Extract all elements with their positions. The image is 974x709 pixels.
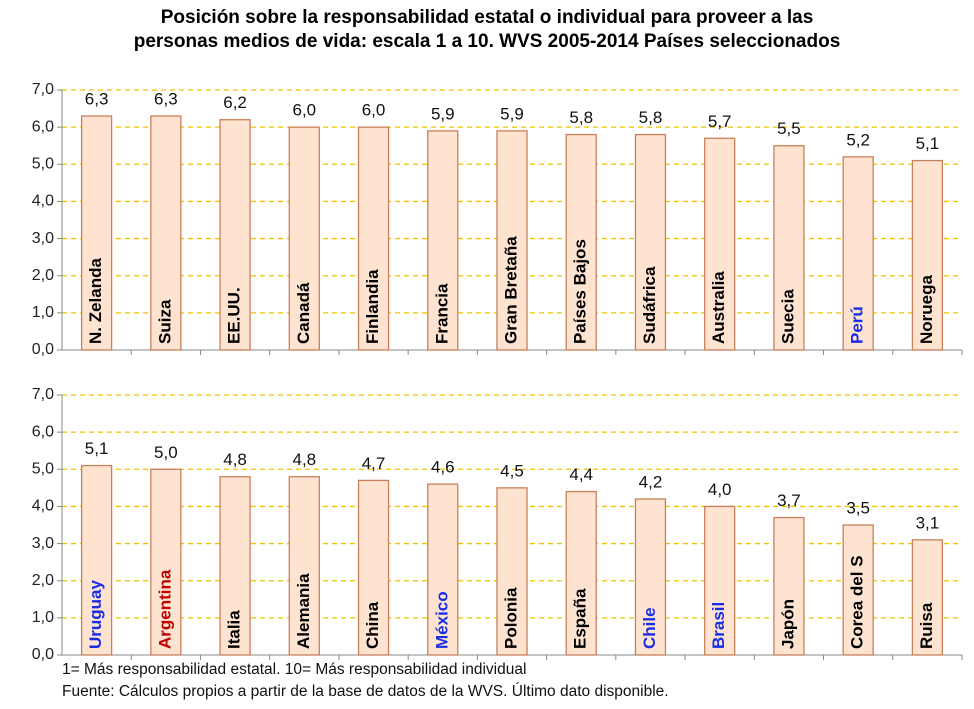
- bar: [219, 119, 251, 351]
- x-tick-label: Canadá: [294, 282, 313, 344]
- bar: [357, 479, 390, 656]
- value-label: 5,0: [154, 443, 178, 462]
- bar: [150, 115, 182, 351]
- value-label: 6,0: [362, 101, 386, 120]
- bar: [427, 483, 459, 656]
- y-tick-label: 7,0: [32, 386, 54, 403]
- y-tick-label: 6,0: [32, 118, 54, 135]
- value-label: 5,8: [639, 108, 663, 127]
- y-tick-label: 2,0: [32, 267, 54, 284]
- bar: [773, 145, 805, 351]
- value-label: 6,3: [85, 89, 109, 108]
- bar: [219, 476, 251, 656]
- bar: [565, 133, 597, 351]
- value-label: 6,2: [223, 93, 247, 112]
- bar: [80, 115, 113, 351]
- bar: [427, 130, 459, 351]
- bar: [842, 156, 874, 351]
- x-tick-label: Francia: [432, 283, 451, 344]
- x-tick-label: Finlandia: [363, 269, 382, 344]
- value-label: 4,7: [362, 454, 386, 473]
- x-tick-label: España: [571, 588, 590, 649]
- y-tick-label: 3,0: [32, 535, 54, 552]
- value-label: 3,1: [916, 513, 940, 532]
- bar: [911, 539, 944, 656]
- bar: [288, 126, 320, 351]
- bar: [357, 126, 390, 351]
- value-label: 5,7: [708, 112, 732, 131]
- value-label: 6,3: [154, 89, 178, 108]
- y-tick-label: 2,0: [32, 572, 54, 589]
- x-tick-label: Australia: [709, 271, 728, 344]
- y-tick-label: 5,0: [32, 156, 54, 173]
- value-label: 4,5: [500, 461, 524, 480]
- x-tick-label: Países Bajos: [571, 239, 590, 344]
- value-label: 4,2: [639, 472, 663, 491]
- value-label: 5,2: [846, 130, 870, 149]
- y-tick-label: 5,0: [32, 461, 54, 478]
- y-tick-label: 1,0: [32, 609, 54, 626]
- value-label: 5,9: [431, 104, 455, 123]
- x-tick-label: Polonia: [501, 587, 520, 649]
- y-tick-label: 0,0: [32, 341, 54, 358]
- bar: [634, 133, 667, 351]
- value-label: 5,8: [569, 108, 593, 127]
- bar: [150, 468, 182, 656]
- bar: [842, 524, 874, 656]
- y-tick-label: 4,0: [32, 193, 54, 210]
- x-tick-label: EE.UU.: [225, 287, 244, 344]
- note: Fuente: Cálculos propios a partir de la …: [62, 683, 669, 700]
- x-tick-label: Brasil: [709, 602, 728, 649]
- x-tick-label: Alemania: [294, 573, 313, 649]
- note: 1= Más responsabilidad estatal. 10= Más …: [62, 661, 526, 678]
- bar: [704, 137, 736, 351]
- y-tick-label: 3,0: [32, 230, 54, 247]
- value-label: 5,5: [777, 119, 801, 138]
- y-tick-label: 7,0: [32, 81, 54, 98]
- value-label: 4,8: [292, 450, 316, 469]
- bar: [496, 130, 528, 351]
- value-label: 4,6: [431, 458, 455, 477]
- x-tick-label: México: [432, 591, 451, 649]
- x-tick-label: Perú: [848, 306, 867, 344]
- value-label: 3,5: [846, 498, 870, 517]
- bar: [565, 490, 597, 656]
- x-tick-label: Japón: [778, 599, 797, 649]
- y-tick-label: 4,0: [32, 498, 54, 515]
- x-tick-label: Chile: [640, 607, 659, 649]
- x-tick-label: Corea del S: [848, 555, 867, 649]
- x-tick-label: Gran Bretaña: [501, 236, 520, 344]
- value-label: 6,0: [292, 101, 316, 120]
- x-tick-label: Sudáfrica: [640, 266, 659, 344]
- chart-title: personas medios de vida: escala 1 a 10. …: [134, 31, 841, 52]
- x-tick-label: China: [363, 601, 382, 649]
- chart-title: Posición sobre la responsabilidad estata…: [161, 7, 814, 28]
- x-tick-label: Suecia: [778, 289, 797, 344]
- bar: [634, 498, 667, 656]
- value-label: 4,4: [569, 465, 593, 484]
- bar: [704, 505, 736, 656]
- bar: [288, 476, 320, 656]
- x-tick-label: Ruisa: [917, 602, 936, 649]
- x-tick-label: Suiza: [155, 299, 174, 344]
- y-tick-label: 1,0: [32, 304, 54, 321]
- bar: [773, 516, 805, 656]
- y-tick-label: 6,0: [32, 423, 54, 440]
- bar: [911, 159, 944, 351]
- bar: [496, 487, 528, 656]
- value-label: 5,9: [500, 104, 524, 123]
- value-label: 4,8: [223, 450, 247, 469]
- value-label: 3,7: [777, 491, 801, 510]
- x-tick-label: Italia: [225, 610, 244, 649]
- value-label: 5,1: [916, 134, 940, 153]
- x-tick-label: Noruega: [917, 275, 936, 345]
- value-label: 5,1: [85, 439, 109, 458]
- value-label: 4,0: [708, 480, 732, 499]
- bar: [80, 464, 113, 656]
- y-tick-label: 0,0: [32, 646, 54, 663]
- x-tick-label: Uruguay: [86, 580, 105, 650]
- x-tick-label: N. Zelanda: [86, 257, 105, 344]
- x-tick-label: Argentina: [155, 569, 174, 649]
